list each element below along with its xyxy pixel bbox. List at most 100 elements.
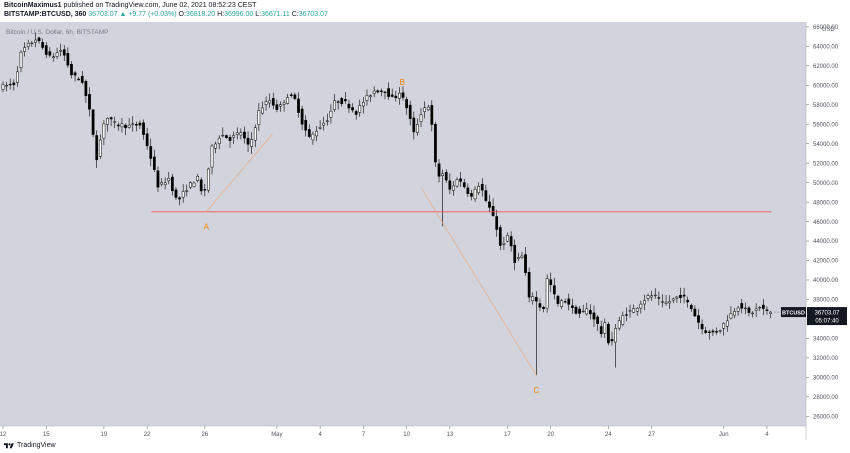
candle-body (264, 101, 268, 105)
candle-body (380, 90, 383, 92)
candle-body (44, 45, 48, 55)
price-tick-label: 32000.00 (813, 356, 839, 362)
price-tick-label: 40000.00 (813, 278, 839, 284)
candle-body (488, 201, 491, 208)
candle-body (189, 182, 192, 188)
candle-body (307, 129, 311, 137)
candle-body (66, 52, 70, 66)
candle-body (707, 331, 711, 333)
candle-body (635, 307, 639, 312)
candle-body (484, 190, 488, 201)
candle-body (178, 197, 181, 200)
candle-body (163, 182, 167, 186)
candle-body (679, 294, 682, 298)
candle-body (315, 130, 318, 137)
candle-body (725, 320, 729, 327)
candle-body (261, 107, 264, 114)
candle-body (614, 328, 617, 343)
candle-body (160, 182, 163, 185)
candle-body (470, 193, 473, 197)
candle-body (95, 135, 99, 161)
candle-body (23, 47, 26, 52)
candle-body (549, 279, 553, 286)
candle-body (387, 88, 390, 97)
symbol-info: BITSTAMP:BTCUSD, 360 36703.07 ▲ +9.77 (+… (4, 11, 328, 19)
candle-body (434, 124, 437, 163)
candle-body (1, 84, 5, 90)
candle-body (41, 42, 45, 48)
candle-body (217, 137, 221, 145)
candle-body (293, 94, 297, 99)
candle-body (599, 326, 603, 335)
price-tick-label: 54000.00 (813, 142, 839, 148)
currency-label: USD (822, 27, 835, 33)
candle-body (516, 257, 520, 259)
chart-title: Bitcoin / U.S. Dollar, 6h, BITSTAMP (6, 29, 108, 36)
price-tick-label: 52000.00 (813, 161, 839, 167)
price-axis[interactable]: 26000.00 28000.00 30000.00 32000.00 34000.00… (806, 25, 839, 420)
candle-body (181, 191, 185, 198)
candle-body (336, 101, 340, 103)
candle-body (643, 300, 646, 305)
candle-body (109, 117, 113, 120)
candle-body (19, 51, 23, 68)
time-tick-label: 27 (648, 432, 655, 438)
candle-body (120, 123, 124, 128)
candle-body (152, 156, 156, 170)
candle-body (102, 123, 106, 139)
candle-body (495, 216, 499, 230)
candle-body (689, 304, 693, 310)
candle-body (751, 312, 754, 315)
candle-body (480, 183, 484, 191)
chart-area[interactable]: Bitcoin / U.S. Dollar, 6h, BITSTAMP USD … (0, 22, 850, 440)
price-tag-background (807, 307, 847, 326)
candle-body (718, 330, 722, 332)
candle-body (466, 187, 470, 194)
tradingview-logo-icon (4, 442, 14, 448)
price-tag: BTCUSD 36703.07 05:07:40 (774, 307, 847, 326)
high-value: 36996.00 (224, 11, 254, 18)
time-axis[interactable]: 12 15 19 22 26 May 4 7 10 13 17 20 24 27 Jun 4 (0, 426, 769, 438)
candle-body (556, 295, 560, 304)
close-value: 36703.07 (298, 11, 328, 18)
candle-body (610, 339, 614, 342)
tradingview-brand[interactable]: TradingView (17, 442, 56, 449)
candle-body (419, 114, 423, 122)
open-value: 36818.20 (185, 11, 216, 18)
time-tick-label: 26 (201, 432, 208, 438)
candle-body (203, 189, 207, 191)
candle-body (740, 303, 744, 309)
candle-body (73, 72, 77, 76)
time-tick-label: Jun (719, 432, 729, 438)
candle-body (693, 308, 697, 317)
candle-body (498, 227, 502, 246)
candle-body (214, 143, 217, 149)
price-tick-label: 26000.00 (813, 414, 839, 420)
price-tick-label: 56000.00 (813, 122, 839, 128)
candle-body (747, 307, 751, 313)
price-tick-label: 62000.00 (813, 64, 839, 70)
price-tick-label: 48000.00 (813, 200, 839, 206)
author-name[interactable]: BitcoinMaximus1 (4, 2, 62, 9)
candle-body (592, 312, 596, 320)
candle-body (84, 81, 88, 96)
candle-body (520, 255, 524, 258)
candle-body (253, 127, 257, 141)
time-tick-label: 4 (318, 432, 322, 438)
candle-body (563, 301, 567, 303)
price-tag-value: 36703.07 (814, 310, 840, 316)
candle-body (225, 135, 228, 138)
candle-body (354, 111, 358, 115)
time-tick-label: 22 (144, 432, 151, 438)
drawings: A B C (151, 78, 772, 395)
candle-body (325, 120, 329, 122)
publish-info: BitcoinMaximus1 published on TradingView… (4, 2, 256, 10)
footer: TradingView (4, 440, 56, 451)
candle-body (347, 103, 351, 109)
candle-body (134, 124, 138, 126)
candle-body (441, 173, 445, 176)
candle-body (567, 298, 571, 305)
candle-body (210, 145, 214, 168)
candle-body (657, 297, 661, 299)
candle-body (416, 124, 419, 133)
